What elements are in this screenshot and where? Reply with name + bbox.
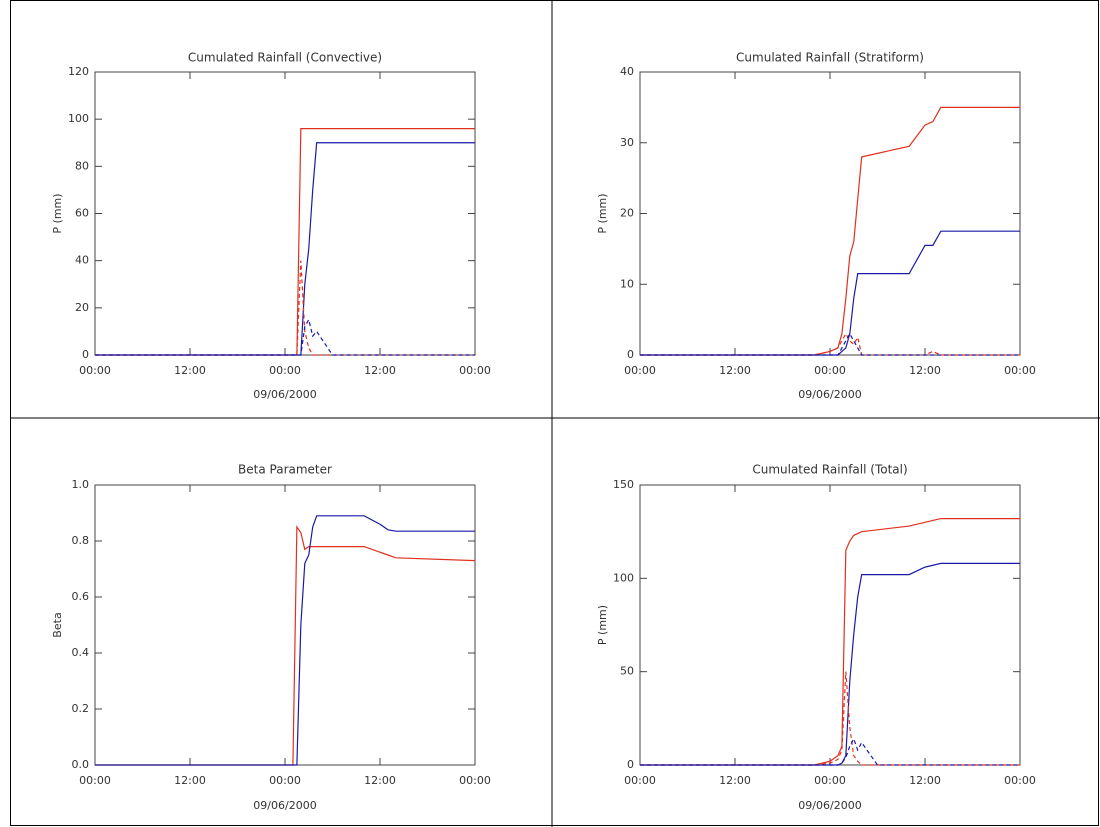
x-tick-label: 12:00 xyxy=(719,364,751,377)
cumulative-line xyxy=(640,106,1020,356)
x-tick-label: 12:00 xyxy=(719,774,751,787)
chart-title: Beta Parameter xyxy=(238,463,332,477)
y-tick-label: 100 xyxy=(613,571,634,584)
x-tick-label: 00:00 xyxy=(79,364,111,377)
x-tick-label: 00:00 xyxy=(624,364,656,377)
rate-line xyxy=(95,317,475,356)
chart-title: Cumulated Rainfall (Stratiform) xyxy=(736,51,924,65)
chart-title: Cumulated Rainfall (Total) xyxy=(752,463,907,477)
plot-frame xyxy=(639,71,1021,356)
y-tick-label: 120 xyxy=(68,65,89,78)
y-axis-label: P (mm) xyxy=(596,605,609,645)
cumulative-line xyxy=(95,525,476,766)
y-tick-label: 0 xyxy=(627,758,634,771)
x-tick-label: 00:00 xyxy=(1004,774,1036,787)
cumulative-line xyxy=(640,518,1020,766)
y-tick-label: 50 xyxy=(620,665,634,678)
x-tick-label: 12:00 xyxy=(909,774,941,787)
x-tick-label: 00:00 xyxy=(1004,364,1036,377)
cumulative-line xyxy=(640,230,1020,356)
y-tick-label: 100 xyxy=(68,112,89,125)
rate-line xyxy=(95,260,475,356)
y-tick-label: 30 xyxy=(620,136,634,149)
y-tick-label: 0.8 xyxy=(72,534,90,547)
plot-frame xyxy=(94,484,476,766)
x-tick-label: 00:00 xyxy=(814,364,846,377)
x-tick-label: 00:00 xyxy=(814,774,846,787)
y-tick-label: 0 xyxy=(82,348,89,361)
x-tick-label: 00:00 xyxy=(624,774,656,787)
y-axis-label: P (mm) xyxy=(51,193,64,233)
rate-line xyxy=(640,332,1020,356)
y-tick-label: 0.4 xyxy=(72,646,90,659)
cumulative-line xyxy=(640,562,1020,766)
plot-frame xyxy=(639,484,1021,766)
x-tick-label: 00:00 xyxy=(269,364,301,377)
y-tick-label: 40 xyxy=(75,254,89,267)
x-tick-label: 12:00 xyxy=(174,364,206,377)
x-tick-label: 12:00 xyxy=(909,364,941,377)
y-tick-label: 80 xyxy=(75,159,89,172)
x-tick-label: 00:00 xyxy=(79,774,111,787)
x-axis-label: 09/06/2000 xyxy=(253,799,316,812)
cumulative-line xyxy=(95,515,475,766)
y-tick-label: 150 xyxy=(613,478,634,491)
y-tick-label: 0 xyxy=(627,348,634,361)
cumulative-line xyxy=(95,128,475,356)
x-axis-label: 09/06/2000 xyxy=(798,388,861,401)
y-tick-label: 20 xyxy=(75,301,89,314)
y-tick-label: 60 xyxy=(75,207,89,220)
outer-border xyxy=(10,0,1099,826)
cumulative-line xyxy=(95,142,475,356)
y-tick-label: 0.0 xyxy=(72,758,90,771)
y-axis-label: Beta xyxy=(51,612,64,637)
y-tick-label: 0.6 xyxy=(72,590,90,603)
x-axis-label: 09/06/2000 xyxy=(253,388,316,401)
x-tick-label: 12:00 xyxy=(174,774,206,787)
rate-line xyxy=(640,332,1020,356)
y-axis-label: P (mm) xyxy=(596,193,609,233)
x-tick-label: 00:00 xyxy=(269,774,301,787)
x-tick-label: 00:00 xyxy=(459,774,491,787)
chart-title: Cumulated Rainfall (Convective) xyxy=(188,51,382,65)
y-tick-label: 40 xyxy=(620,65,634,78)
plot-frame xyxy=(94,71,476,356)
y-tick-label: 10 xyxy=(620,277,634,290)
y-tick-label: 0.2 xyxy=(72,702,90,715)
x-axis-label: 09/06/2000 xyxy=(798,799,861,812)
x-tick-label: 12:00 xyxy=(364,774,396,787)
y-tick-label: 1.0 xyxy=(72,478,90,491)
rate-line xyxy=(640,671,1020,766)
x-tick-label: 00:00 xyxy=(459,364,491,377)
y-tick-label: 20 xyxy=(620,207,634,220)
x-tick-label: 12:00 xyxy=(364,364,396,377)
